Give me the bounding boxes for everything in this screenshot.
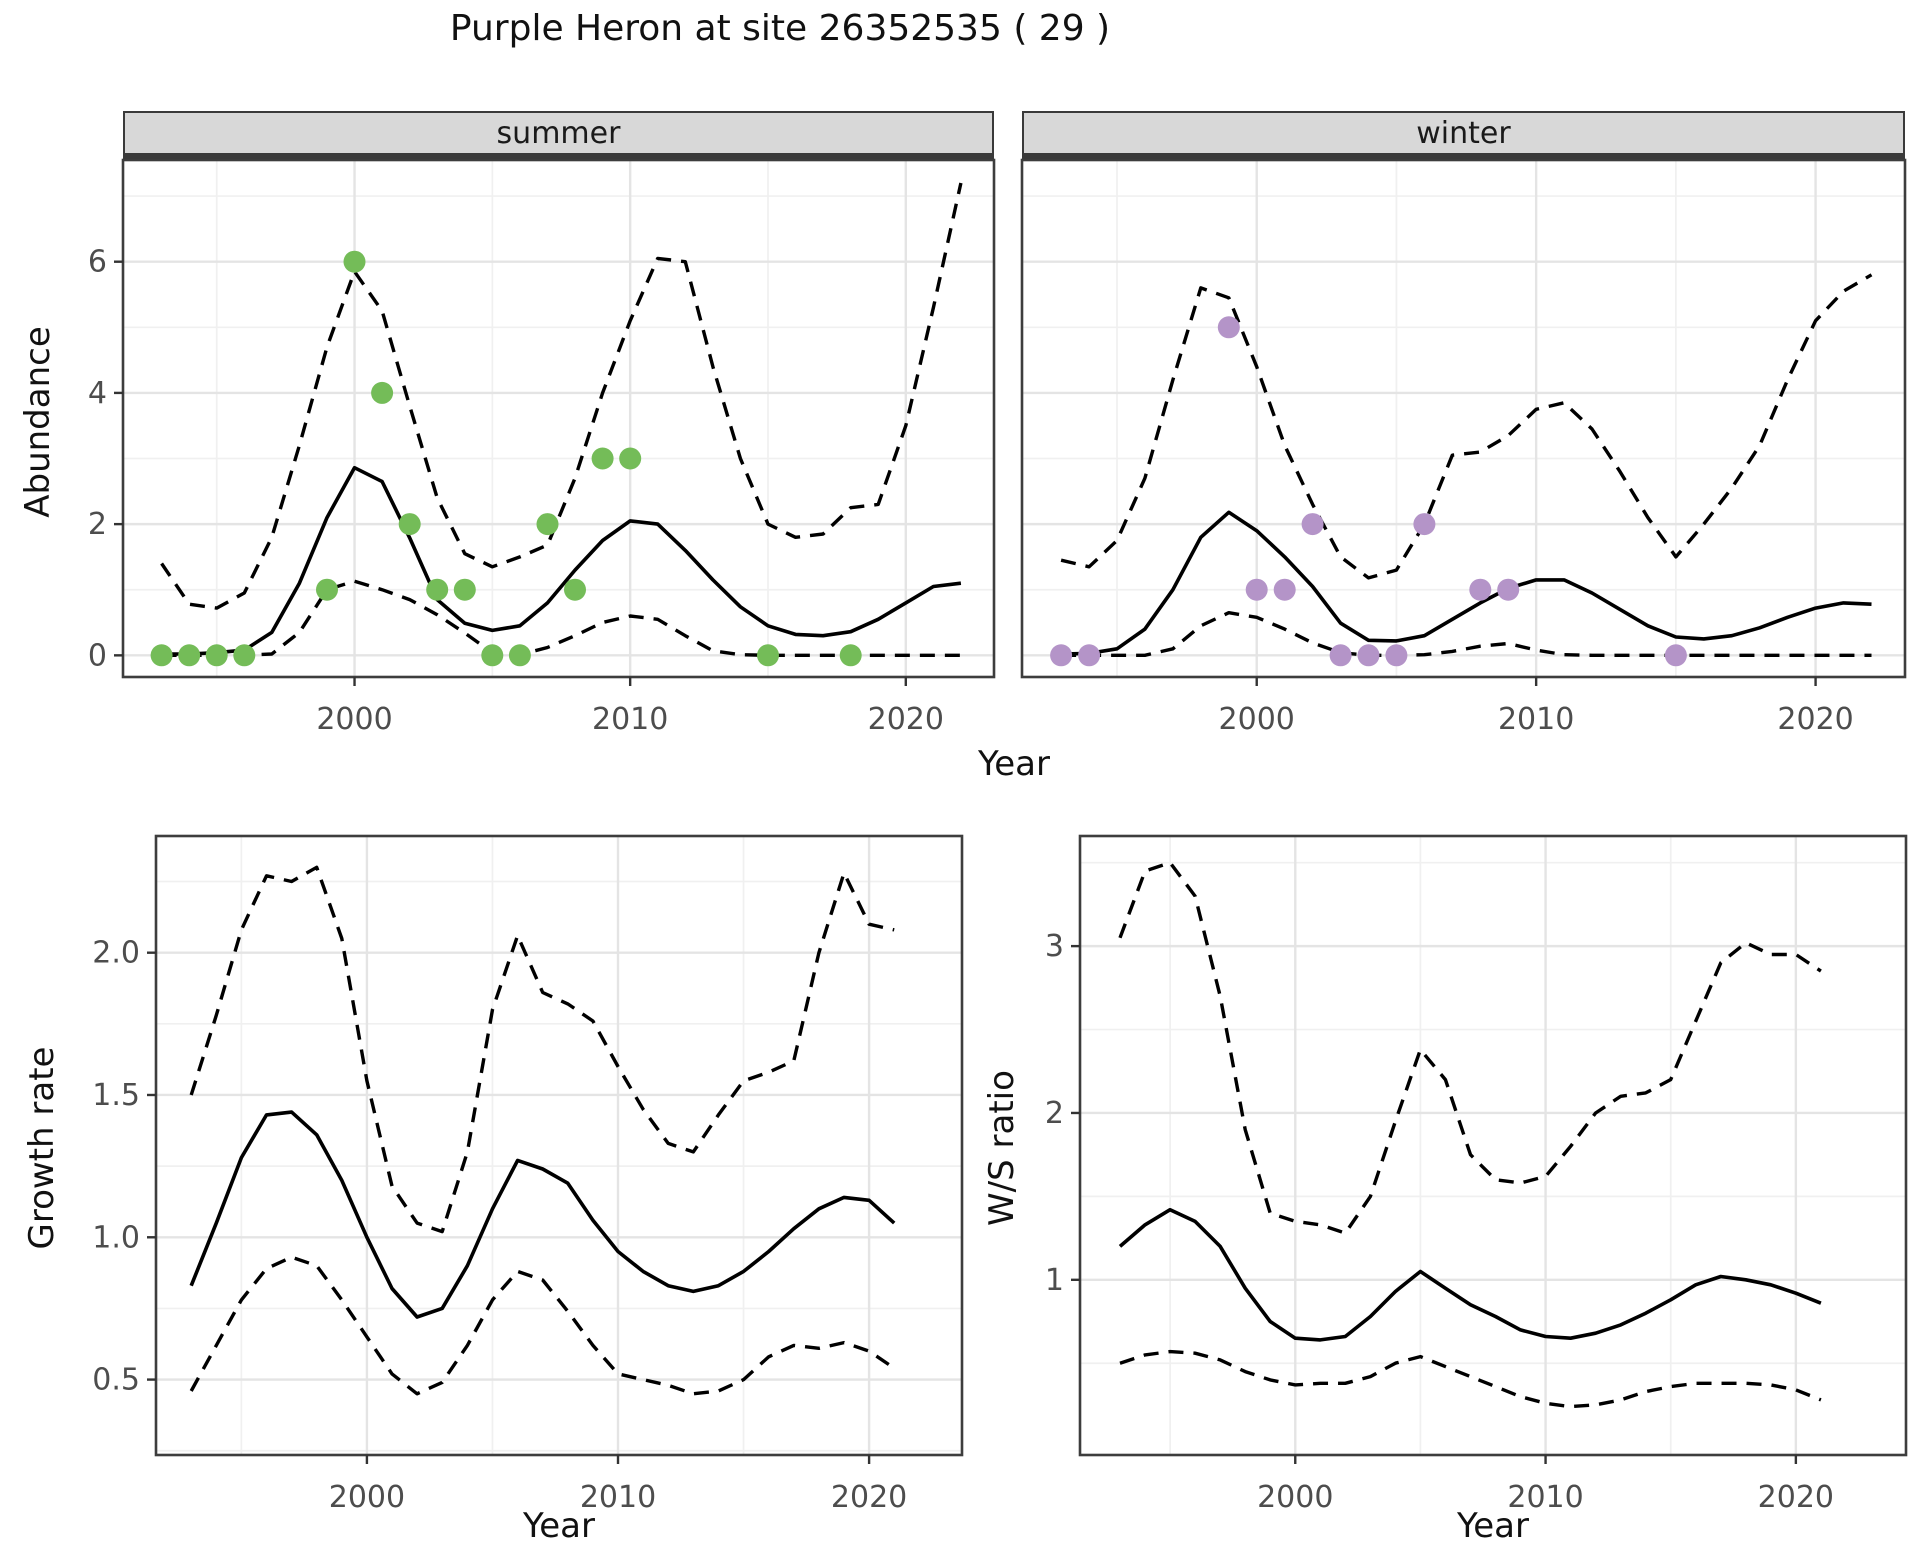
- growth-rate-mean-line: [189, 1110, 896, 1319]
- svg-text:2020: 2020: [1758, 1480, 1834, 1515]
- svg-text:2000: 2000: [1257, 1480, 1333, 1515]
- abundance-winter-series: [1060, 273, 1873, 657]
- svg-text:0.5: 0.5: [92, 1363, 140, 1398]
- svg-text:2: 2: [1045, 1096, 1064, 1131]
- svg-text:3: 3: [1045, 929, 1064, 964]
- svg-text:2020: 2020: [868, 702, 944, 737]
- abundance-summer-lower-ci-line: [161, 579, 961, 657]
- svg-text:4: 4: [88, 376, 107, 411]
- abundance-winter-mean-line: [1061, 510, 1872, 656]
- winter-observations: [1050, 316, 1687, 667]
- ws-ratio-lower-ci-line: [1119, 1349, 1822, 1409]
- svg-text:2010: 2010: [592, 702, 668, 737]
- growth-rate-series: [189, 865, 896, 1396]
- abundance-summer-mean-line: [161, 465, 962, 656]
- svg-text:2010: 2010: [1507, 1480, 1583, 1515]
- abundance-winter-upper-ci-line: [1060, 273, 1873, 580]
- facet-strip-label-summer: summer: [496, 115, 621, 151]
- svg-text:2000: 2000: [316, 702, 392, 737]
- svg-text:1.0: 1.0: [92, 1220, 140, 1255]
- x-axis-label-year-top: Year: [978, 744, 1050, 784]
- svg-text:2010: 2010: [1498, 702, 1574, 737]
- ws-ratio-series: [1118, 861, 1822, 1409]
- growth-rate-lower-ci-line: [189, 1255, 896, 1396]
- svg-text:2010: 2010: [580, 1480, 656, 1515]
- ws-ratio-mean-line: [1118, 1207, 1822, 1342]
- facet-strip-label-winter: winter: [1416, 115, 1511, 151]
- y-axis-label-ws-ratio: W/S ratio: [982, 1070, 1022, 1226]
- summer-observations: [150, 250, 862, 667]
- facet-strip-summer: summer: [123, 111, 994, 159]
- abundance-summer-series: [160, 182, 963, 657]
- y-axis-label-abundance: Abundance: [18, 326, 58, 518]
- x-axis-label-year-ws: Year: [1457, 1506, 1529, 1546]
- abundance-winter-lower-ci-line: [1061, 611, 1872, 657]
- growth-rate-upper-ci-line: [189, 865, 895, 1234]
- y-axis-label-growth-rate: Growth rate: [22, 1046, 62, 1250]
- chart-title: Purple Heron at site 26352535 ( 29 ): [449, 8, 1111, 49]
- svg-text:2000: 2000: [329, 1480, 405, 1515]
- facet-strip-winter: winter: [1022, 111, 1905, 159]
- svg-text:2: 2: [88, 507, 107, 542]
- abundance-summer-upper-ci-line: [160, 182, 963, 610]
- svg-text:2.0: 2.0: [92, 936, 140, 971]
- svg-text:1: 1: [1045, 1263, 1064, 1298]
- svg-text:1.5: 1.5: [92, 1078, 140, 1113]
- svg-text:2020: 2020: [831, 1480, 907, 1515]
- svg-text:0: 0: [88, 638, 107, 673]
- ws-ratio-upper-ci-line: [1118, 861, 1822, 1235]
- x-axis-label-year-growth: Year: [523, 1506, 595, 1546]
- svg-text:2000: 2000: [1219, 702, 1295, 737]
- svg-text:2020: 2020: [1777, 702, 1853, 737]
- svg-text:6: 6: [88, 245, 107, 280]
